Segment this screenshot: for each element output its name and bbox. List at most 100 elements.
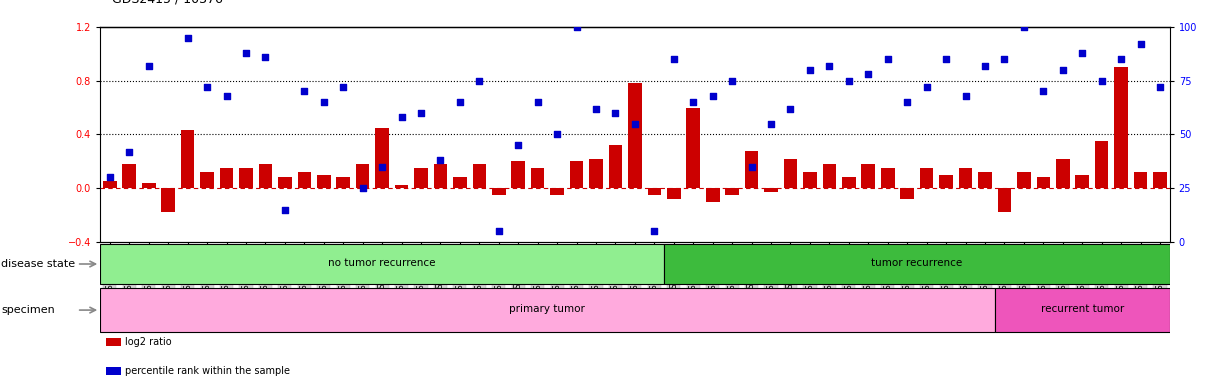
Bar <box>998 188 1011 212</box>
Bar <box>667 188 680 199</box>
Bar <box>800 27 819 242</box>
Bar <box>433 164 447 188</box>
Bar <box>819 27 839 242</box>
Bar <box>275 27 294 242</box>
Bar <box>100 244 664 284</box>
Bar <box>842 177 856 188</box>
Point <box>917 84 937 90</box>
Bar <box>317 175 331 188</box>
Point <box>878 56 897 62</box>
Bar <box>508 27 527 242</box>
Bar <box>492 188 505 195</box>
Bar <box>1015 27 1034 242</box>
Bar <box>103 182 117 188</box>
Bar <box>355 164 370 188</box>
Bar <box>1153 172 1167 188</box>
Text: specimen: specimen <box>1 305 55 315</box>
Bar <box>178 27 198 242</box>
Point <box>723 78 742 84</box>
Bar <box>606 27 625 242</box>
Bar <box>823 164 836 188</box>
Bar <box>122 164 136 188</box>
Bar <box>451 27 470 242</box>
Point <box>1111 56 1131 62</box>
Point <box>431 157 451 163</box>
Point <box>275 207 294 213</box>
Point <box>139 63 159 69</box>
Bar <box>294 27 314 242</box>
Bar <box>181 131 194 188</box>
Bar <box>1092 27 1111 242</box>
Bar <box>431 27 451 242</box>
Bar <box>512 161 525 188</box>
Point <box>645 228 664 234</box>
Bar <box>1111 27 1131 242</box>
Bar <box>937 27 956 242</box>
Bar <box>1095 141 1109 188</box>
Point <box>198 84 217 90</box>
Point <box>333 84 353 90</box>
Bar <box>784 159 797 188</box>
Bar <box>645 27 664 242</box>
Point <box>839 78 858 84</box>
Bar <box>686 108 700 188</box>
Bar <box>742 27 762 242</box>
Bar <box>1037 177 1050 188</box>
Bar <box>392 27 411 242</box>
Bar <box>1072 27 1092 242</box>
Bar <box>236 27 255 242</box>
Text: percentile rank within the sample: percentile rank within the sample <box>125 366 289 376</box>
Point <box>372 164 392 170</box>
Bar <box>956 27 976 242</box>
Bar <box>862 164 875 188</box>
Bar <box>723 27 742 242</box>
Point <box>353 185 372 191</box>
Bar <box>314 27 333 242</box>
Text: tumor recurrence: tumor recurrence <box>872 258 962 268</box>
Point <box>937 56 956 62</box>
Point <box>547 131 567 137</box>
Bar <box>139 27 159 242</box>
Bar <box>100 288 995 332</box>
Bar <box>1056 159 1070 188</box>
Bar <box>878 27 897 242</box>
Point <box>1092 78 1111 84</box>
Bar <box>333 27 353 242</box>
Point <box>976 63 995 69</box>
Point <box>1131 41 1150 47</box>
Bar <box>1115 67 1128 188</box>
Point <box>490 228 509 234</box>
Bar <box>586 27 606 242</box>
Point <box>217 93 237 99</box>
Point <box>178 35 198 41</box>
Point <box>527 99 547 105</box>
Point <box>451 99 470 105</box>
Bar <box>1053 27 1072 242</box>
Text: primary tumor: primary tumor <box>509 304 585 314</box>
Bar <box>453 177 466 188</box>
Bar <box>664 27 684 242</box>
Bar <box>298 172 311 188</box>
Point <box>664 56 684 62</box>
Bar <box>1131 27 1150 242</box>
Bar <box>917 27 937 242</box>
Bar <box>703 27 723 242</box>
Bar <box>1076 175 1089 188</box>
Bar <box>527 27 547 242</box>
Bar <box>1134 172 1148 188</box>
Point <box>586 106 606 112</box>
Bar <box>255 27 275 242</box>
Bar <box>664 244 1170 284</box>
Bar <box>1034 27 1053 242</box>
Bar <box>628 83 642 188</box>
Bar <box>706 188 719 202</box>
Bar <box>780 27 800 242</box>
Bar <box>411 27 431 242</box>
Bar <box>259 164 272 188</box>
Bar <box>159 27 178 242</box>
Point <box>703 93 723 99</box>
Bar <box>120 27 139 242</box>
Point <box>508 142 527 148</box>
Bar <box>200 172 214 188</box>
Point <box>100 174 120 180</box>
